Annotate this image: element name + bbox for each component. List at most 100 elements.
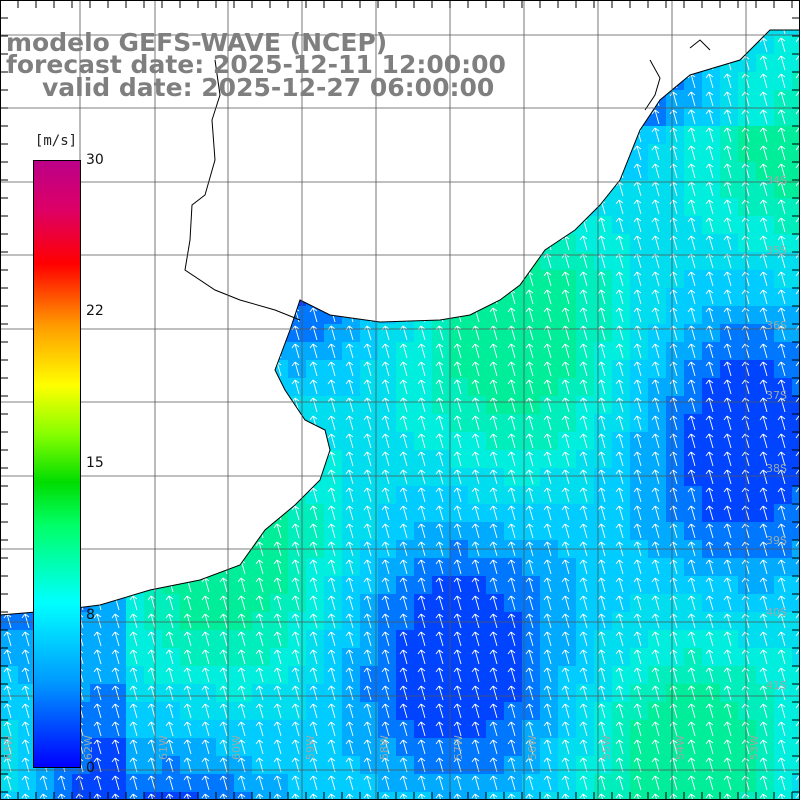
wind-arrow — [93, 775, 102, 791]
wind-arrow — [507, 379, 516, 395]
wind-arrow — [777, 469, 786, 485]
wind-arrow — [651, 145, 660, 161]
wind-arrow — [759, 685, 768, 701]
wind-arrow — [597, 649, 606, 665]
wind-arrow — [615, 649, 624, 665]
wind-arrow — [471, 343, 480, 359]
wind-arrow — [723, 91, 732, 107]
wind-arrow — [93, 667, 102, 683]
wind-arrow — [597, 739, 606, 755]
wind-arrow — [759, 523, 768, 539]
wind-arrow — [597, 703, 606, 719]
wind-arrow — [579, 433, 588, 449]
wind-arrow — [111, 631, 120, 647]
wind-arrow — [597, 469, 606, 485]
wind-arrow — [759, 145, 768, 161]
wind-arrow — [417, 577, 426, 593]
wind-arrow — [129, 649, 138, 665]
wind-arrow — [489, 703, 498, 719]
colorbar — [33, 160, 81, 768]
wind-arrow — [705, 91, 714, 107]
wind-arrow — [165, 685, 174, 701]
wind-arrow — [525, 487, 534, 503]
wind-arrow — [309, 685, 318, 701]
wind-arrow — [345, 775, 354, 791]
wind-arrow — [453, 721, 462, 737]
wind-arrow — [417, 739, 426, 755]
wind-arrow — [723, 505, 732, 521]
wind-arrow — [687, 397, 696, 413]
wind-arrow — [489, 523, 498, 539]
wind-arrow — [615, 631, 624, 647]
graticule-labels: 34S 35S 36S 37S 38S 39S 40S 41S 63W 62W 61W 60W 59W 5… — [2, 174, 787, 760]
longitude-label: 54W — [674, 735, 687, 760]
wind-arrow — [633, 775, 642, 791]
wind-arrow — [399, 595, 408, 611]
wind-arrow — [237, 703, 246, 719]
wind-arrow — [399, 703, 408, 719]
wind-arrow — [3, 685, 12, 701]
wind-arrow — [705, 451, 714, 467]
wind-arrow — [615, 379, 624, 395]
wind-arrow — [777, 775, 786, 791]
wind-arrow — [561, 505, 570, 521]
wind-arrow — [471, 397, 480, 413]
wind-arrow — [453, 613, 462, 629]
wind-arrow — [291, 523, 300, 539]
wind-arrow — [705, 271, 714, 287]
wind-arrow — [777, 667, 786, 683]
wind-arrow — [723, 397, 732, 413]
wind-arrow — [669, 163, 678, 179]
wind-arrow — [759, 55, 768, 71]
wind-arrow — [669, 613, 678, 629]
wind-arrow — [363, 775, 372, 791]
wind-arrow — [111, 793, 120, 800]
wind-arrow — [633, 235, 642, 251]
wind-arrow — [759, 631, 768, 647]
wind-arrow — [327, 685, 336, 701]
wind-arrow — [669, 145, 678, 161]
wind-arrow — [579, 415, 588, 431]
wind-arrow — [345, 487, 354, 503]
wind-arrow — [723, 379, 732, 395]
wind-arrow — [759, 127, 768, 143]
wind-arrow — [723, 577, 732, 593]
wind-arrow — [291, 505, 300, 521]
wind-arrow — [597, 559, 606, 575]
wind-arrow — [687, 271, 696, 287]
wind-arrow — [219, 685, 228, 701]
wind-arrow — [687, 217, 696, 233]
wind-arrow — [597, 235, 606, 251]
wind-arrow — [651, 361, 660, 377]
wind-arrow — [237, 631, 246, 647]
wind-arrow — [615, 793, 624, 800]
wind-arrow — [687, 667, 696, 683]
wind-arrow — [129, 631, 138, 647]
wind-arrow — [615, 721, 624, 737]
wind-arrow — [705, 289, 714, 305]
wind-arrow — [525, 559, 534, 575]
wind-arrow — [111, 739, 120, 755]
wind-arrow — [651, 379, 660, 395]
wind-arrow — [777, 415, 786, 431]
wind-arrow — [723, 523, 732, 539]
wind-arrow — [633, 361, 642, 377]
wind-arrow — [471, 415, 480, 431]
wind-arrow — [687, 559, 696, 575]
wind-arrow — [705, 145, 714, 161]
wind-arrow — [543, 271, 552, 287]
wind-arrow — [309, 703, 318, 719]
wind-arrow — [183, 775, 192, 791]
wind-arrow — [399, 685, 408, 701]
wind-arrow — [597, 613, 606, 629]
wind-arrow — [417, 379, 426, 395]
wind-arrow — [669, 703, 678, 719]
wind-arrow — [777, 595, 786, 611]
wind-arrow — [705, 721, 714, 737]
wind-arrow — [705, 703, 714, 719]
wind-arrow — [651, 667, 660, 683]
wind-arrow — [669, 505, 678, 521]
wind-arrow — [381, 415, 390, 431]
wind-arrow — [543, 577, 552, 593]
wind-arrow — [777, 451, 786, 467]
